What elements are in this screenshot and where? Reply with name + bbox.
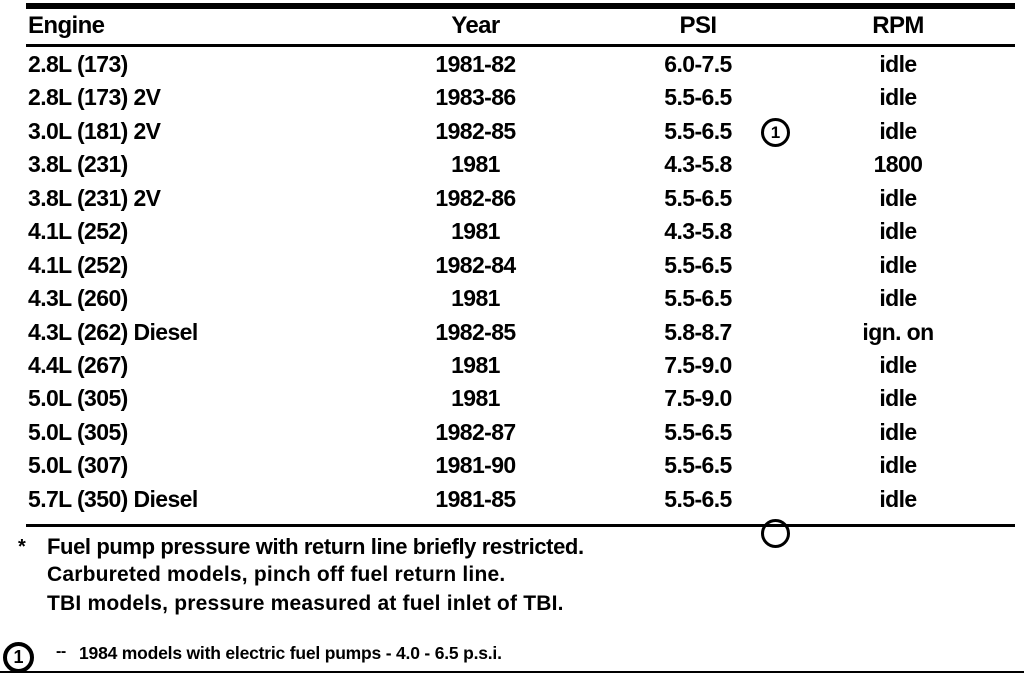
table-row: 2.8L (173) 2V 1983-86 5.5-6.5 idle (0, 81, 1024, 114)
cell-year: 1982-84 (435, 251, 516, 278)
cell-engine: 4.1L (252) (28, 251, 128, 278)
column-header-engine: Engine (28, 12, 105, 39)
cell-year: 1982-86 (435, 184, 516, 211)
table-row: 3.8L (231) 2V 1982-86 5.5-6.5 idle (0, 182, 1024, 215)
cell-psi: 4.3-5.8 (664, 218, 732, 245)
table-header-row: Engine Year PSI RPM (0, 8, 1024, 44)
cell-psi: 5.5-6.5 (664, 418, 732, 445)
cell-engine: 4.4L (267) (28, 351, 128, 378)
cell-engine: 3.0L (181) 2V (28, 117, 161, 144)
cell-year: 1981 (451, 218, 500, 245)
cell-rpm: idle (879, 351, 917, 378)
table-row: 4.1L (252) 1981 4.3-5.8 idle (0, 215, 1024, 248)
cell-year: 1982-87 (435, 418, 516, 445)
circled-1-footnote-symbol: 1 (3, 642, 34, 673)
table-row: 3.0L (181) 2V 1982-85 5.5-6.5 idle 1 (0, 115, 1024, 148)
cell-psi: 4.3-5.8 (664, 151, 732, 178)
cell-engine: 2.8L (173) 2V (28, 84, 161, 111)
cell-rpm: idle (879, 84, 917, 111)
cell-psi: 5.5-6.5 (664, 485, 732, 512)
page-bottom-rule (0, 671, 1024, 673)
footnote-1-dash: -- (56, 643, 66, 660)
cell-rpm: ign. on (862, 318, 934, 345)
cell-year: 1981 (451, 285, 500, 312)
cell-rpm: idle (879, 184, 917, 211)
column-header-year: Year (451, 12, 500, 39)
table-bottom-rule (26, 524, 1015, 527)
cell-psi: 7.5-9.0 (664, 385, 732, 412)
cell-year: 1982-85 (435, 318, 516, 345)
table-row: 5.0L (307) 1981-90 5.5-6.5 idle (0, 449, 1024, 482)
cell-rpm: idle (879, 385, 917, 412)
cell-year: 1981 (451, 385, 500, 412)
cell-psi: 5.5-6.5 (664, 285, 732, 312)
cell-year: 1981-82 (435, 51, 516, 77)
cell-year: 1981-85 (435, 485, 516, 512)
column-header-rpm: RPM (872, 12, 924, 39)
cell-psi: 6.0-7.5 (664, 51, 732, 77)
cell-engine: 4.3L (262) Diesel (28, 318, 198, 345)
cell-psi: 5.5-6.5 (664, 251, 732, 278)
cell-engine: 5.0L (305) (28, 418, 128, 445)
table-row (0, 516, 1024, 549)
circled-1-marker (761, 519, 790, 549)
cell-rpm: idle (879, 418, 917, 445)
cell-rpm (798, 516, 998, 549)
asterisk-footnote-line-3: TBI models, pressure measured at fuel in… (47, 592, 564, 615)
cell-rpm: idle (879, 452, 917, 479)
cell-rpm: idle (879, 285, 917, 312)
cell-engine: 3.8L (231) (28, 151, 128, 178)
header-rule (26, 44, 1015, 47)
asterisk-footnote-line-2: Carbureted models, pinch off fuel return… (47, 563, 506, 586)
table-row: 4.3L (260) 1981 5.5-6.5 idle (0, 282, 1024, 315)
cell-year: 1983-86 (435, 84, 516, 111)
table-row: 5.7L (350) Diesel 1981-85 5.5-6.5 idle (0, 483, 1024, 516)
table-row: 3.8L (231) 1981 4.3-5.8 1800 (0, 148, 1024, 181)
cell-rpm: idle (879, 251, 917, 278)
table-body: 2.8L (173) 1981-82 6.0-7.5 idle 2.8L (17… (0, 48, 1024, 550)
table-row: 2.8L (173) 1981-82 6.0-7.5 idle (0, 48, 1024, 81)
footnote-1-text: 1984 models with electric fuel pumps - 4… (79, 643, 502, 663)
cell-rpm: idle (879, 485, 917, 512)
cell-engine: 2.8L (173) (28, 51, 128, 77)
cell-psi: 5.5-6.5 (664, 117, 732, 144)
cell-engine: 4.3L (260) (28, 285, 128, 312)
table-row: 4.4L (267) 1981 7.5-9.0 idle (0, 349, 1024, 382)
cell-engine: 3.8L (231) 2V (28, 184, 161, 211)
column-header-psi: PSI (679, 12, 717, 39)
table-row: 4.1L (252) 1982-84 5.5-6.5 idle (0, 249, 1024, 282)
table-row: 5.0L (305) 1982-87 5.5-6.5 idle (0, 416, 1024, 449)
cell-year: 1981 (451, 151, 500, 178)
cell-rpm: idle (879, 117, 917, 144)
cell-psi: 5.8-8.7 (664, 318, 732, 345)
cell-psi: 5.5-6.5 (664, 184, 732, 211)
cell-rpm: 1800 (873, 151, 923, 178)
cell-rpm: idle (879, 218, 917, 245)
table-row: 5.0L (305) 1981 7.5-9.0 idle (0, 382, 1024, 415)
cell-psi: 7.5-9.0 (664, 351, 732, 378)
cell-psi: 5.5-6.5 (664, 84, 732, 111)
cell-engine: 5.0L (307) (28, 452, 128, 479)
top-rule (26, 3, 1015, 9)
circled-1-marker: 1 (761, 117, 790, 147)
table-row: 4.3L (262) Diesel 1982-85 5.8-8.7 ign. o… (0, 316, 1024, 349)
cell-year: 1981-90 (435, 452, 516, 479)
cell-year: 1982-85 (435, 117, 516, 144)
cell-rpm: idle (879, 51, 917, 77)
cell-psi: 5.5-6.5 (664, 452, 732, 479)
cell-engine: 4.1L (252) (28, 218, 128, 245)
asterisk-footnote-symbol: * (18, 536, 26, 558)
cell-year: 1981 (451, 351, 500, 378)
cell-engine: 5.7L (350) Diesel (28, 485, 198, 512)
asterisk-footnote-line-1: Fuel pump pressure with return line brie… (47, 534, 584, 559)
cell-engine: 5.0L (305) (28, 385, 128, 412)
